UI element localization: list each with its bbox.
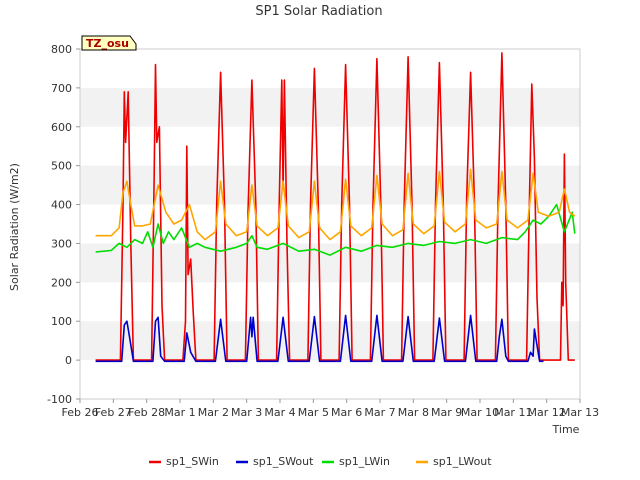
legend-item-sp1_SWout: sp1_SWout bbox=[236, 455, 314, 468]
x-tick-label: Mar 10 bbox=[461, 406, 499, 419]
legend-item-sp1_SWin: sp1_SWin bbox=[149, 455, 219, 468]
y-tick-label: 700 bbox=[51, 82, 72, 95]
y-tick-label: 400 bbox=[51, 199, 72, 212]
series-line-sp1_SWout bbox=[95, 314, 544, 363]
x-axis-label: Time bbox=[552, 423, 580, 436]
y-axis-label: Solar Radiation (W/m2) bbox=[8, 163, 21, 291]
x-tick-label: Mar 13 bbox=[561, 406, 599, 419]
chart-title: SP1 Solar Radiation bbox=[255, 4, 382, 19]
plot-area bbox=[79, 48, 581, 400]
x-tick-label: Mar 2 bbox=[198, 406, 229, 419]
x-tick-label: Mar 6 bbox=[331, 406, 362, 419]
series-line-sp1_LWin bbox=[95, 203, 576, 256]
series-line-sp1_SWin bbox=[95, 52, 575, 361]
y-tick-label: 300 bbox=[51, 237, 72, 250]
x-tick-label: Mar 5 bbox=[298, 406, 329, 419]
x-tick-label: Feb 27 bbox=[95, 406, 132, 419]
y-tick-label: 500 bbox=[51, 160, 72, 173]
x-tick-label: Mar 9 bbox=[431, 406, 462, 419]
x-tick-label: Mar 1 bbox=[164, 406, 195, 419]
legend-label: sp1_SWin bbox=[166, 455, 219, 468]
legend-item-sp1_LWout: sp1_LWout bbox=[416, 455, 492, 468]
x-tick-label: Mar 3 bbox=[231, 406, 262, 419]
timezone-badge: TZ_osu bbox=[81, 35, 137, 51]
grid-band bbox=[80, 87, 580, 127]
x-tick-label: Mar 8 bbox=[398, 406, 429, 419]
x-tick-label: Mar 4 bbox=[264, 406, 295, 419]
y-tick-label: 0 bbox=[65, 354, 72, 367]
x-tick-label: Mar 7 bbox=[364, 406, 395, 419]
legend-label: sp1_LWin bbox=[339, 455, 390, 468]
y-tick-label: 200 bbox=[51, 276, 72, 289]
series-lines bbox=[95, 52, 576, 363]
y-tick-label: 100 bbox=[51, 315, 72, 328]
x-tick-label: Feb 26 bbox=[62, 406, 99, 419]
y-tick-label: 800 bbox=[51, 43, 72, 56]
grid-band bbox=[80, 243, 580, 283]
x-tick-label: Mar 11 bbox=[494, 406, 532, 419]
legend: sp1_SWin sp1_SWout sp1_LWin sp1_LWout bbox=[149, 455, 492, 468]
timezone-badge-label: TZ_osu bbox=[86, 37, 129, 50]
legend-label: sp1_LWout bbox=[433, 455, 492, 468]
y-tick-label: -100 bbox=[47, 393, 72, 406]
legend-item-sp1_LWin: sp1_LWin bbox=[322, 455, 390, 468]
grid-band bbox=[80, 165, 580, 205]
x-tick-label: Feb 28 bbox=[128, 406, 165, 419]
y-tick-label: 600 bbox=[51, 121, 72, 134]
series-line-sp1_LWout bbox=[95, 168, 576, 241]
y-axis-ticks: -100 0 100 200 300 400 500 600 700 800 bbox=[47, 43, 80, 406]
legend-label: sp1_SWout bbox=[253, 455, 314, 468]
x-tick-label: Mar 12 bbox=[528, 406, 566, 419]
